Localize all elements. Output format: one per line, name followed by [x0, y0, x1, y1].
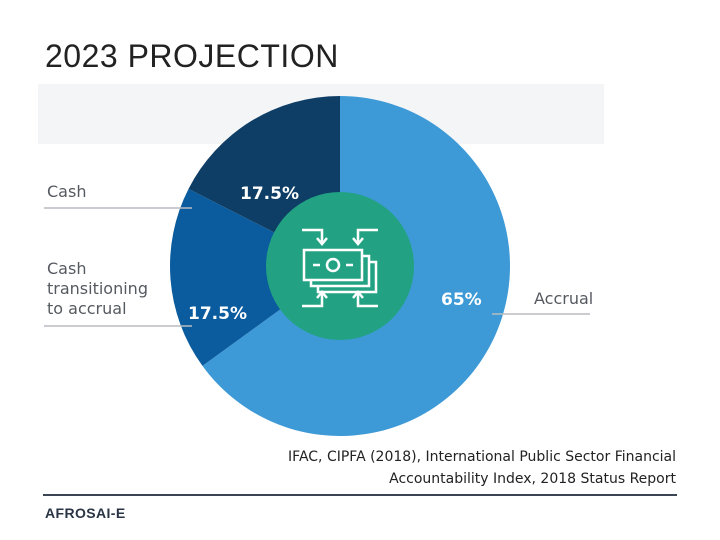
money-exchange-icon — [266, 192, 414, 340]
footer-divider — [43, 494, 677, 496]
source-citation: IFAC, CIPFA (2018), International Public… — [256, 446, 676, 490]
slice-cash-value-label: 17.5% — [240, 184, 299, 204]
source-line-2: Accountability Index, 2018 Status Report — [389, 471, 676, 487]
legend-transition-line-2: transitioning — [47, 279, 148, 298]
page-title: 2023 PROJECTION — [45, 38, 339, 74]
slice-accrual-value-label: 65% — [441, 290, 482, 310]
pie-slice-cash-transitioning-to-accrual — [169, 188, 340, 366]
legend-cash-label: Cash — [47, 182, 87, 201]
legend-transition-label: Cash transitioning to accrual — [47, 259, 148, 319]
legend-accrual-label: Accrual — [534, 289, 594, 308]
footer-brand: AFROSAI-E — [45, 505, 126, 521]
source-line-1: IFAC, CIPFA (2018), International Public… — [288, 449, 676, 465]
slice-transition-value-label: 17.5% — [188, 304, 247, 324]
legend-transition-line-3: to accrual — [47, 299, 127, 318]
legend-transition-line-1: Cash — [47, 259, 87, 278]
